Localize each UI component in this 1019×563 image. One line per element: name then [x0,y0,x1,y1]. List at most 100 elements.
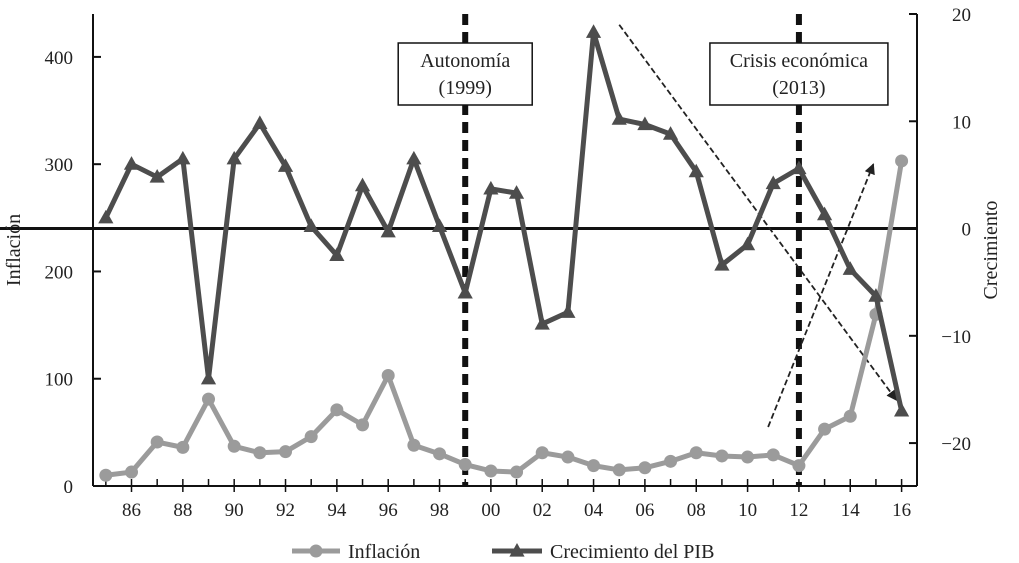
x-tick-label: 88 [173,500,192,521]
inflation-point [792,459,806,473]
x-tick-label: 04 [584,500,604,521]
gdp-growth-point [200,370,217,385]
inflation-point [458,458,472,472]
gdp-growth-point [380,223,396,238]
inflation-point [356,418,370,432]
right-y-axis-title: Crecimiento [980,201,1002,300]
gdp-growth-point [226,150,242,165]
inflation-point [766,448,780,462]
inflation-point [535,446,549,460]
inflation-point [125,465,139,479]
inflation-line [105,160,905,478]
gdp-growth-point [252,115,268,130]
gdp-growth-point [816,206,833,221]
right-y-tick-label: 10 [952,112,971,133]
x-tick-label: 86 [122,500,141,521]
trend-arrow-2 [767,163,875,428]
gdp-growth-point [457,284,473,299]
x-tick-label: 92 [276,500,295,521]
gdp-growth-point [662,126,679,140]
left-y-tick-label: 0 [64,477,74,498]
right-y-tick-label: −10 [941,327,971,348]
left-y-tick-label: 200 [45,262,74,283]
inflation-point [99,468,113,482]
inflation-point [381,369,395,383]
gdp-growth-point [406,150,422,165]
legend-inflation-label: Inflación [348,541,420,563]
event-label-box-1 [397,42,533,106]
x-tick-label: 90 [225,500,244,521]
gdp-growth-point [98,209,114,224]
x-tick-label: 06 [635,500,654,521]
legend-gdp-label: Crecimiento del PIB [550,541,714,563]
gdp-growth-point [637,116,653,131]
gdp-growth-point [508,185,525,199]
inflation-point [689,446,703,460]
gdp-growth-point [175,150,191,165]
gdp-growth-point [893,402,910,417]
inflation-point [484,464,498,478]
gdp-growth-line [103,29,905,412]
x-tick-label: 00 [481,500,500,521]
gdp-growth-point [277,158,294,172]
event-label-box-2 [709,42,889,106]
inflation-point [895,154,909,168]
event-label-line1-1: Autonomía [420,50,510,72]
gdp-growth-point [534,316,550,330]
gdp-growth-point [149,169,165,183]
x-tick-label: 16 [892,500,911,521]
inflation-point [150,435,164,449]
left-y-axis-title: Inflación [3,214,25,286]
inflation-point [818,422,832,436]
gdp-growth-point [842,261,858,275]
inflation-point [202,392,216,406]
right-y-tick-label: −20 [941,434,971,455]
legend-gdp-marker [509,543,525,557]
inflation-point [843,409,857,423]
x-tick-label: 12 [789,500,808,521]
gdp-growth-point [123,156,140,170]
legend-inflation-marker [309,544,323,558]
gdp-growth-point [560,304,576,318]
inflation-point [664,454,678,468]
inflation-point [715,449,729,463]
x-tick-label: 14 [841,500,861,521]
gdp-growth-point [714,257,730,271]
event-label-line2-2: (2013) [772,77,825,99]
trend-arrow-1 [618,24,898,402]
gdp-growth-point [765,175,781,190]
x-tick-label: 10 [738,500,757,521]
x-tick-label: 94 [327,500,347,521]
gdp-growth-point [431,218,448,232]
left-y-tick-label: 300 [45,155,74,176]
x-tick-label: 96 [379,500,398,521]
inflation-point [433,447,447,461]
annotations-group: Autonomía (1999) Crisis económica (2013) [397,42,889,106]
gdp-growth-point [483,180,499,195]
legend-group: Inflación Crecimiento del PIB [292,541,714,563]
x-tick-label: 02 [533,500,552,521]
inflation-point [561,450,575,464]
gdp-growth-point [611,111,627,125]
inflation-point [407,438,421,452]
left-y-tick-label: 400 [45,48,74,69]
inflation-point [176,440,190,454]
gdp-growth-point [868,288,884,302]
inflation-point [741,450,755,464]
inflation-point [227,439,241,453]
gdp-growth-point [585,24,602,38]
inflation-point [638,461,652,475]
axes-group: 0 100 200 300 400 −20 −10 0 10 20 86 88 90 92 94 96 98 00… [3,5,1002,521]
inflation-point [253,446,267,460]
trend-arrows-group [618,24,898,428]
gdp-growth-point [688,163,704,178]
gdp-growth-point [791,160,807,175]
event-label-line1-2: Crisis económica [730,50,868,72]
right-y-tick-label: 0 [962,220,972,241]
inflation-point [510,465,524,479]
event-label-line2-1: (1999) [439,77,492,99]
gdp-growth-point [329,247,345,261]
inflation-point [587,459,601,473]
x-tick-label: 98 [430,500,449,521]
